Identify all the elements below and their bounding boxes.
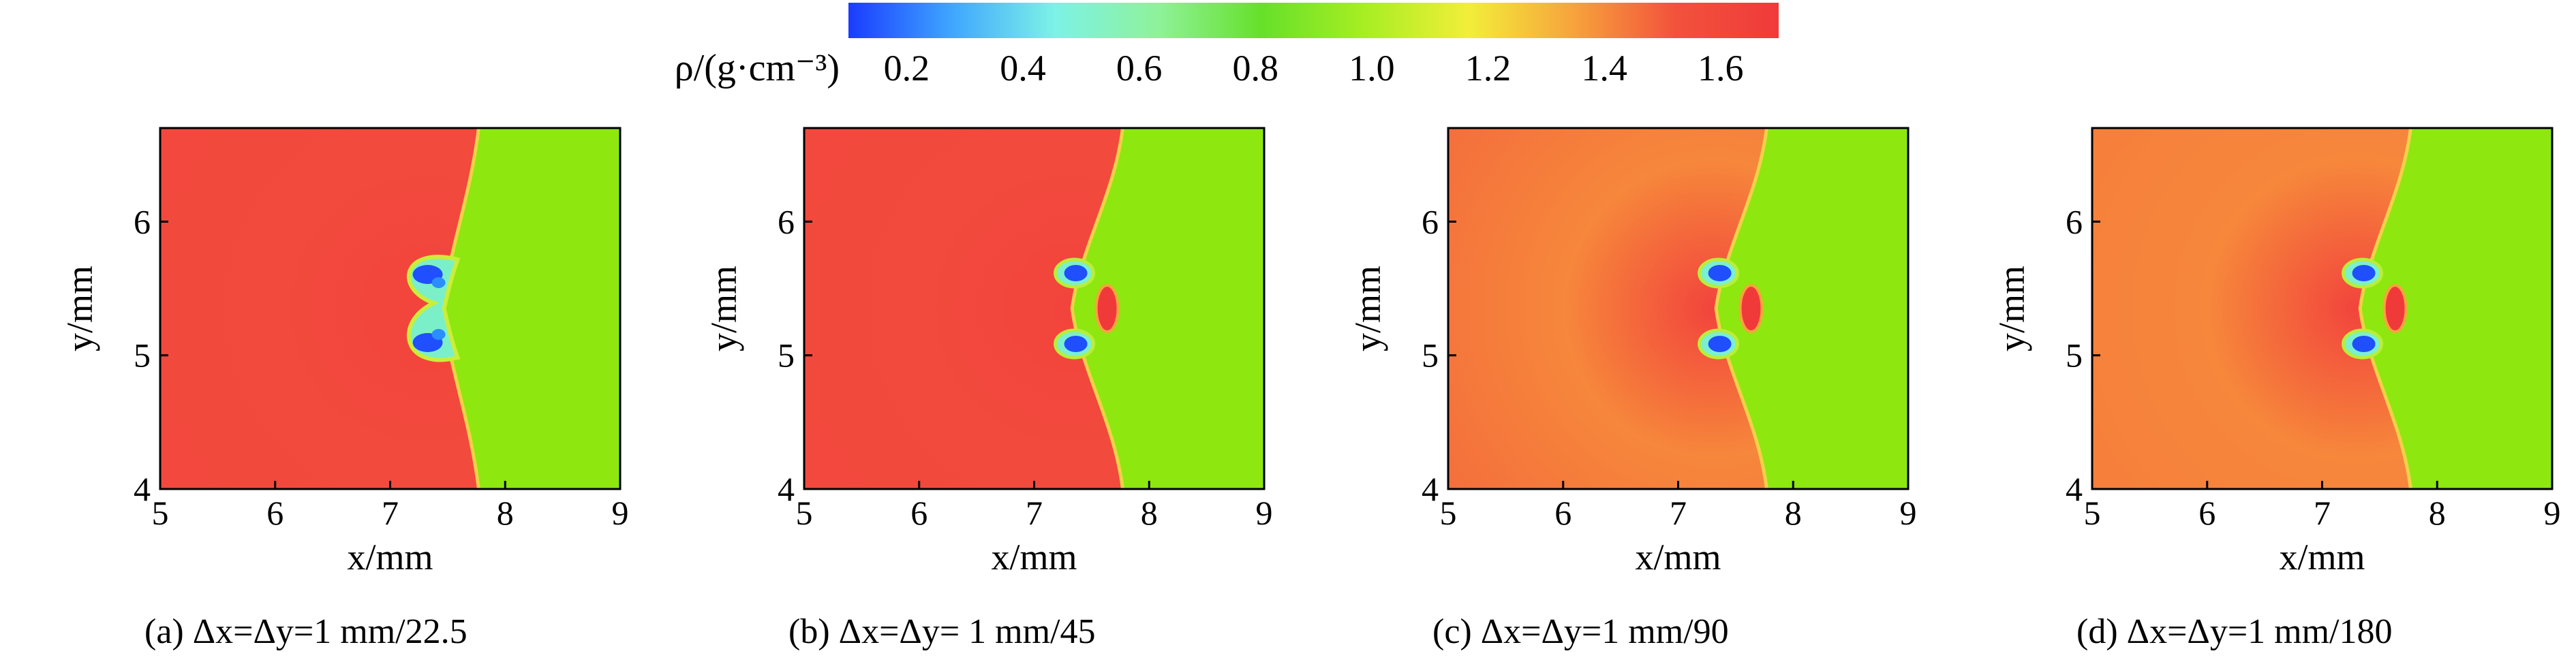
x-tick-label: 5 <box>1440 494 1457 532</box>
x-tick-label: 7 <box>1026 494 1043 532</box>
y-tick-label: 5 <box>2066 336 2083 375</box>
y-tick-label: 5 <box>1422 336 1439 375</box>
x-tick-label: 8 <box>1141 494 1158 532</box>
vortex-upper <box>1708 265 1732 281</box>
x-tick-label: 9 <box>1900 494 1917 532</box>
colorbar-label: ρ/(g·cm⁻³) <box>675 47 840 89</box>
shock-front <box>1070 128 1124 489</box>
colorbar-svg: 0.2 0.4 0.6 0.8 1.0 1.2 1.4 1.6 ρ/(g·cm⁻³) <box>675 3 1779 89</box>
y-tick-label: 6 <box>2066 202 2083 240</box>
vortex-upper <box>2352 265 2376 281</box>
x-tick-label: 8 <box>497 494 514 532</box>
x-tick-label: 5 <box>796 494 813 532</box>
jet-region <box>2382 284 2408 333</box>
unshocked-region <box>1716 128 1908 489</box>
unshocked-region <box>2360 128 2552 489</box>
colorbar-tick-label: 1.4 <box>1581 48 1627 89</box>
vortex-lower <box>2352 336 2376 352</box>
unshocked-region <box>442 128 620 489</box>
y-axis-label: y/mm <box>1991 266 2032 351</box>
x-tick-label: 6 <box>910 494 927 532</box>
x-tick-label: 7 <box>382 494 399 532</box>
y-tick-label: 5 <box>134 336 151 375</box>
y-axis-label: y/mm <box>1347 266 1388 351</box>
panel-c: 5 6 7 8 9 4 5 6 x/mm y/mm (c) Δx=Δy=1 mm/90 <box>1288 102 1932 662</box>
caption-d: (d) Δx=Δy=1 mm/180 <box>2076 612 2393 651</box>
vortex-lower <box>1064 336 1088 352</box>
vortex-lower <box>1708 336 1732 352</box>
x-axis-label: x/mm <box>1635 537 1721 578</box>
x-axis-label: x/mm <box>991 537 1077 578</box>
panel-d: 5 6 7 8 9 4 5 6 x/mm y/mm (d) Δx=Δy=1 mm/180 <box>1932 102 2576 662</box>
caption-b: (b) Δx=Δy= 1 mm/45 <box>788 612 1096 651</box>
caption-c: (c) Δx=Δy=1 mm/90 <box>1432 612 1729 651</box>
shock-front <box>1714 128 1768 489</box>
y-tick-label: 6 <box>1422 202 1439 240</box>
x-tick-label: 8 <box>2429 494 2446 532</box>
x-tick-label: 5 <box>152 494 169 532</box>
colorbar-tick-label: 1.0 <box>1349 48 1395 89</box>
vortex-core-upper <box>431 277 446 288</box>
x-tick-label: 6 <box>1554 494 1571 532</box>
jet-region <box>1094 284 1120 333</box>
y-tick-label: 6 <box>134 202 151 240</box>
panel-b: 5 6 7 8 9 4 5 6 x/mm y/mm (b) Δx=Δy= 1 mm/45 <box>644 102 1288 662</box>
jet-region <box>1738 284 1764 333</box>
colorbar-tick-label: 0.6 <box>1116 48 1163 89</box>
y-axis-label: y/mm <box>59 266 100 351</box>
x-tick-label: 8 <box>1785 494 1802 532</box>
x-tick-label: 6 <box>266 494 283 532</box>
colorbar-gradient <box>848 3 1779 38</box>
colorbar-tick-label: 0.8 <box>1232 48 1278 89</box>
y-tick-label: 4 <box>778 470 795 508</box>
y-tick-label: 4 <box>2066 470 2083 508</box>
x-tick-label: 7 <box>1670 494 1687 532</box>
colorbar-tick-label: 1.6 <box>1698 48 1744 89</box>
colorbar-tick-label: 0.4 <box>1000 48 1046 89</box>
unshocked-region <box>1072 128 1264 489</box>
colorbar-tick-label: 0.2 <box>884 48 930 89</box>
x-tick-label: 9 <box>612 494 629 532</box>
x-tick-label: 9 <box>1256 494 1273 532</box>
y-tick-label: 5 <box>778 336 795 375</box>
x-axis-label: x/mm <box>2279 537 2365 578</box>
x-axis-label: x/mm <box>347 537 433 578</box>
x-tick-label: 7 <box>2314 494 2331 532</box>
y-tick-label: 4 <box>1422 470 1439 508</box>
x-tick-label: 9 <box>2544 494 2561 532</box>
shock-front <box>2358 128 2412 489</box>
y-tick-label: 6 <box>778 202 795 240</box>
x-tick-label: 5 <box>2084 494 2101 532</box>
vortex-upper <box>1064 265 1088 281</box>
y-axis-label: y/mm <box>703 266 744 351</box>
x-tick-label: 6 <box>2198 494 2215 532</box>
colorbar-tick-label: 1.2 <box>1465 48 1512 89</box>
panel-a: 5 6 7 8 9 4 5 6 x/mm y/mm (a) Δx=Δy=1 mm/22.5 <box>0 102 644 662</box>
caption-a: (a) Δx=Δy=1 mm/22.5 <box>144 612 467 651</box>
y-tick-label: 4 <box>134 470 151 508</box>
colorbar: 0.2 0.4 0.6 0.8 1.0 1.2 1.4 1.6 ρ/(g·cm⁻³) <box>0 0 2576 102</box>
vortex-core-lower <box>431 329 446 340</box>
